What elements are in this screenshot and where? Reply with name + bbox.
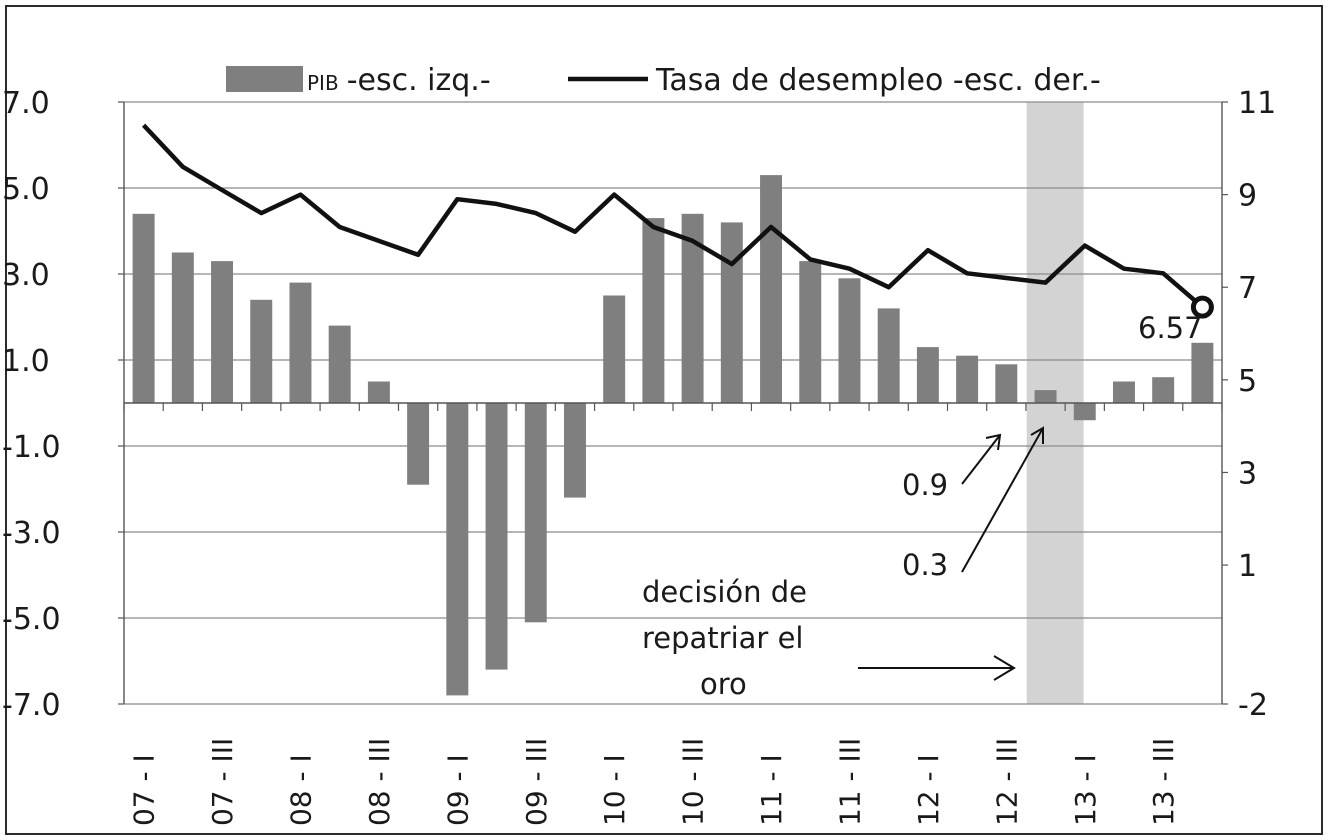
- bar-pib: [132, 213, 155, 403]
- bar-pib: [211, 261, 234, 403]
- bar-pib: [1191, 342, 1214, 403]
- bar-pib: [681, 213, 704, 403]
- chart-frame: [5, 5, 1323, 835]
- annotation-09: 0.9: [902, 468, 948, 502]
- x-tick-label: 07 - III: [206, 738, 239, 826]
- x-tick-label: 13 - III: [1147, 738, 1180, 826]
- x-tick-label: 12 - I: [912, 754, 945, 826]
- bar-pib: [1034, 390, 1057, 403]
- bar-pib: [916, 347, 939, 403]
- bar-pib: [485, 403, 508, 670]
- y-tick-label-right: 5: [1238, 364, 1257, 399]
- annotation-note-line1: decisión de: [642, 575, 807, 609]
- x-tick-label: 10 - III: [677, 738, 710, 826]
- x-tick-label: 08 - I: [284, 754, 317, 826]
- x-tick-label: 09 - I: [441, 754, 474, 826]
- y-tick-label-left: -7.0: [2, 688, 61, 723]
- bar-pib: [799, 261, 822, 403]
- bar-pib: [407, 403, 430, 485]
- arrow-09: [961, 433, 1002, 485]
- x-tick-label: 08 - III: [363, 738, 396, 826]
- y-tick-label-right: 3: [1238, 456, 1257, 491]
- y-tick-label-left: 5.0: [2, 172, 50, 207]
- bar-pib: [642, 218, 665, 403]
- y-tick-label-left: -3.0: [2, 516, 61, 551]
- x-tick-label: 10 - I: [598, 754, 631, 826]
- x-tick-label: 09 - III: [520, 738, 553, 826]
- annotation-note-line3: oro: [700, 667, 747, 701]
- annotation-03: 0.3: [902, 548, 948, 582]
- bar-pib: [563, 403, 586, 498]
- arrow-repatriation: [858, 655, 1016, 681]
- legend-label-pib: PIB -esc. izq.-: [307, 63, 491, 98]
- y-tick-label-right: 9: [1238, 179, 1257, 214]
- bar-pib: [446, 403, 469, 696]
- legend-label-desempleo: Tasa de desempleo -esc. der.-: [655, 63, 1101, 98]
- bar-pib: [328, 325, 351, 403]
- x-tick-label: 11 - III: [833, 738, 866, 826]
- y-tick-label-left: 3.0: [2, 258, 50, 293]
- last-point-marker: [1190, 295, 1214, 319]
- last-value-label: 6.57: [1138, 311, 1203, 345]
- bar-pib: [956, 355, 979, 403]
- legend: PIB -esc. izq.- Tasa de desempleo -esc. d…: [226, 63, 1101, 98]
- y-tick-label-left: -1.0: [2, 430, 61, 465]
- arrow-03: [961, 426, 1044, 573]
- bar-pib: [1112, 381, 1135, 403]
- y-tick-label-left: 1.0: [2, 344, 50, 379]
- y-tick-label-right: 11: [1238, 86, 1276, 121]
- bar-pib: [289, 282, 312, 403]
- bar-pib: [524, 403, 547, 623]
- bar-pib: [838, 278, 861, 403]
- y-tick-label-right: -2: [1238, 688, 1268, 723]
- line-desempleo: [141, 123, 1204, 309]
- bar-pib: [995, 364, 1018, 403]
- x-tick-label: 07 - I: [128, 754, 161, 826]
- bar-pib: [720, 222, 743, 403]
- legend-swatch-pib: [226, 66, 303, 92]
- y-tick-label-left: -5.0: [2, 602, 61, 637]
- bar-pib: [877, 308, 900, 403]
- y-tick-label-right: 1: [1238, 549, 1257, 584]
- x-tick-label: 11 - I: [755, 754, 788, 826]
- bar-pib: [1073, 403, 1096, 421]
- y-tick-label-left: 7.0: [2, 86, 50, 121]
- x-tick-label: 13 - I: [1069, 754, 1102, 826]
- bar-pib: [367, 381, 390, 403]
- annotation-note-line2: repatriar el: [642, 621, 803, 655]
- bar-pib: [250, 299, 273, 403]
- bar-pib: [1152, 377, 1175, 403]
- x-tick-label: 12 - III: [990, 738, 1023, 826]
- bar-pib: [760, 175, 783, 403]
- bar-pib: [171, 252, 194, 403]
- y-tick-label-right: 7: [1238, 271, 1257, 306]
- bar-pib: [603, 295, 626, 403]
